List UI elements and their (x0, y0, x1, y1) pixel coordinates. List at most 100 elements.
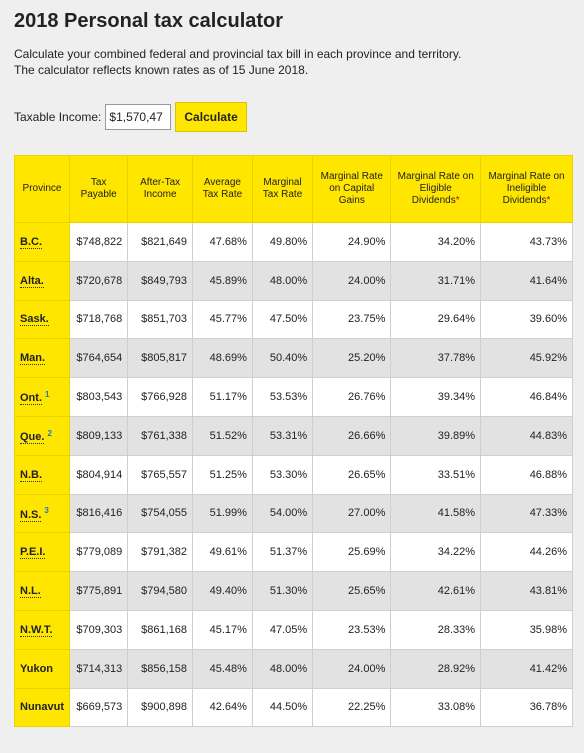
value-cell: $765,557 (127, 454, 194, 495)
value-cell: $804,914 (68, 454, 129, 495)
value-cell: 53.31% (251, 415, 314, 456)
value-cell: 47.05% (251, 609, 314, 650)
value-cell: $766,928 (127, 377, 194, 417)
value-cell: 24.00% (312, 648, 392, 689)
footnote-link[interactable]: 1 (45, 389, 50, 399)
value-cell: 45.17% (192, 609, 253, 650)
value-cell: $821,649 (127, 222, 194, 262)
value-cell: 29.64% (390, 299, 482, 340)
province-cell: B.C. (14, 222, 70, 262)
value-cell: 44.83% (480, 415, 573, 456)
footnote-link[interactable]: 3 (44, 506, 49, 516)
province-name: Yukon (20, 662, 54, 675)
table-row: Ont. 1 $803,543 $766,928 51.17% 53.53% 26.76% 3… (14, 377, 573, 417)
value-cell: 49.61% (192, 532, 253, 573)
column-header: Average Tax Rate (192, 155, 253, 223)
value-cell: 26.65% (312, 454, 392, 495)
value-cell: 51.52% (192, 415, 253, 456)
footnote-mark: * (546, 195, 551, 206)
value-cell: 42.64% (192, 687, 253, 728)
tax-table: Province Tax Payable After-Tax Income Avera… (14, 155, 573, 728)
table-row: Que. 2 $809,133 $761,338 51.52% 53.31% 26.66% 3… (14, 415, 573, 456)
province-name[interactable]: Sask. (20, 313, 49, 327)
value-cell: 48.69% (192, 338, 253, 379)
value-cell: 34.22% (390, 532, 482, 573)
province-name[interactable]: B.C. (20, 235, 42, 249)
column-header: After-Tax Income (127, 155, 194, 223)
value-cell: 23.53% (312, 609, 392, 650)
table-row: Nunavut $669,573 $900,898 42.64% 44.50% 22.25… (14, 687, 573, 728)
value-cell: $761,338 (127, 415, 194, 456)
province-name[interactable]: Man. (20, 352, 46, 366)
value-cell: 54.00% (251, 493, 314, 534)
column-header: Marginal Rate on Eligible Dividends* (390, 155, 482, 223)
column-header: Marginal Tax Rate (251, 155, 314, 223)
value-cell: 44.26% (480, 532, 573, 573)
province-cell: Yukon (14, 648, 70, 689)
province-name[interactable]: Alta. (20, 274, 44, 288)
value-cell: 51.37% (251, 532, 314, 573)
value-cell: $714,313 (68, 648, 129, 689)
calculate-button[interactable]: Calculate (175, 102, 247, 132)
value-cell: 48.00% (251, 648, 314, 689)
value-cell: 25.20% (312, 338, 392, 379)
column-header-text: Marginal Tax Rate (262, 177, 303, 200)
value-cell: $856,158 (127, 648, 194, 689)
value-cell: 26.76% (312, 377, 392, 417)
value-cell: 49.80% (251, 222, 314, 262)
column-header-text: Average Tax Rate (202, 177, 243, 200)
value-cell: 31.71% (390, 260, 482, 301)
province-name[interactable]: P.E.I. (20, 546, 46, 560)
value-cell: 37.78% (390, 338, 482, 379)
value-cell: 41.58% (390, 493, 482, 534)
value-cell: $775,891 (68, 571, 129, 611)
value-cell: 23.75% (312, 299, 392, 340)
province-cell: Man. (14, 338, 70, 379)
province-cell: Nunavut (14, 687, 70, 728)
value-cell: 39.89% (390, 415, 482, 456)
province-name[interactable]: Ont. (20, 392, 42, 406)
value-cell: 39.34% (390, 377, 482, 417)
table-row: B.C. $748,822 $821,649 47.68% 49.80% 24.90% 34… (14, 222, 573, 262)
province-name[interactable]: N.W.T. (20, 623, 53, 637)
province-name[interactable]: N.L. (20, 585, 41, 599)
value-cell: 51.17% (192, 377, 253, 417)
value-cell: 51.30% (251, 571, 314, 611)
table-body: B.C. $748,822 $821,649 47.68% 49.80% 24.90% 34… (14, 222, 573, 728)
value-cell: 34.20% (390, 222, 482, 262)
value-cell: 25.69% (312, 532, 392, 573)
value-cell: 45.77% (192, 299, 253, 340)
value-cell: 51.25% (192, 454, 253, 495)
value-cell: $754,055 (127, 493, 194, 534)
value-cell: $709,303 (68, 609, 129, 650)
footnote-mark: * (455, 195, 460, 206)
province-name[interactable]: Que. (20, 431, 45, 445)
value-cell: $779,089 (68, 532, 129, 573)
income-label: Taxable Income: (14, 110, 102, 124)
value-cell: $720,678 (68, 260, 129, 301)
value-cell: 27.00% (312, 493, 392, 534)
value-cell: 43.73% (480, 222, 573, 262)
province-name: Nunavut (20, 701, 64, 714)
value-cell: $861,168 (127, 609, 194, 650)
province-cell: N.L. (14, 571, 70, 611)
value-cell: 50.40% (251, 338, 314, 379)
province-cell: N.B. (14, 454, 70, 495)
value-cell: $718,768 (68, 299, 129, 340)
column-header-text: After-Tax Income (140, 177, 181, 200)
table-row: Yukon $714,313 $856,158 45.48% 48.00% 24.00% 2… (14, 648, 573, 689)
footnote-link[interactable]: 2 (47, 428, 52, 438)
value-cell: 51.99% (192, 493, 253, 534)
column-header: Province (14, 155, 70, 223)
column-header-text: Marginal Rate on Ineligible Dividends (488, 171, 565, 206)
column-header-text: Marginal Rate on Capital Gains (320, 171, 383, 206)
province-name[interactable]: N.B. (20, 468, 42, 482)
province-name[interactable]: N.S. (20, 508, 42, 522)
value-cell: 49.40% (192, 571, 253, 611)
table-row: Alta. $720,678 $849,793 45.89% 48.00% 24.00% 3… (14, 260, 573, 301)
province-cell: Que. 2 (14, 415, 70, 456)
province-cell: N.W.T. (14, 609, 70, 650)
income-input[interactable]: $1,570,47 (105, 104, 172, 130)
province-cell: Alta. (14, 260, 70, 301)
value-cell: $791,382 (127, 532, 194, 573)
